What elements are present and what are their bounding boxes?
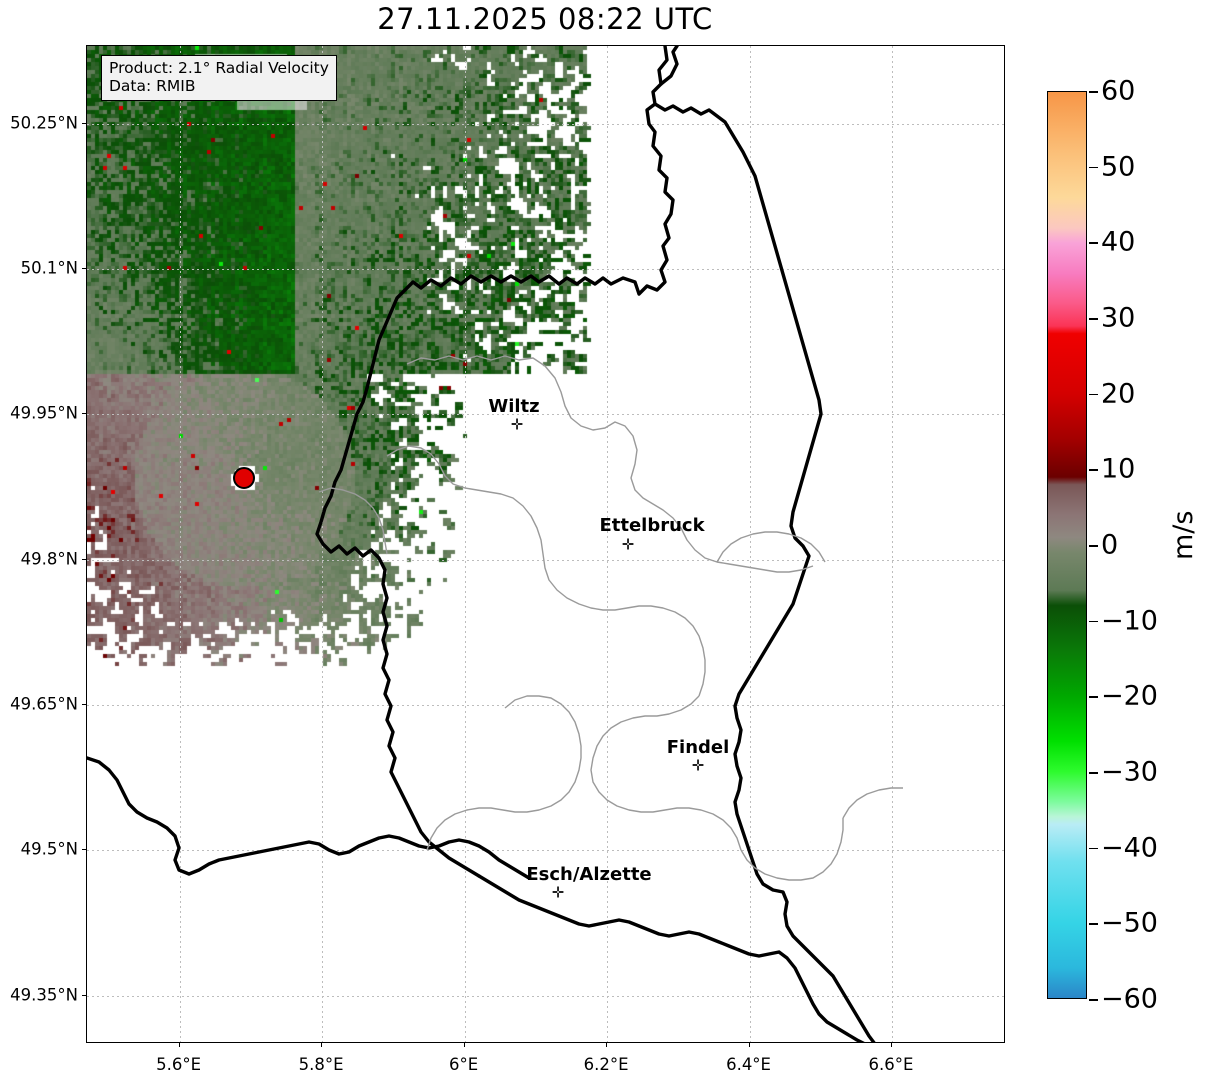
colorbar-tick-label: 60	[1101, 76, 1135, 107]
colorbar-tick	[1089, 394, 1098, 396]
y-axis-tick-label: 49.5°N	[0, 840, 78, 859]
city-marker: ✛	[552, 886, 565, 901]
radar-echo-layer	[87, 46, 1004, 1042]
colorbar-tick-label: 20	[1101, 378, 1135, 409]
colorbar-tick	[1089, 923, 1098, 925]
colorbar-unit-label: m/s	[1168, 511, 1199, 560]
gridline-vertical	[180, 46, 181, 1042]
y-axis-tick-label: 50.1°N	[0, 258, 78, 277]
x-axis-tick-label: 6.2°E	[584, 1055, 629, 1074]
page-title: 27.11.2025 08:22 UTC	[0, 2, 1090, 36]
colorbar-tick	[1089, 848, 1098, 850]
colorbar-tick	[1089, 545, 1098, 547]
colorbar-tick	[1089, 318, 1098, 320]
city-marker: ✛	[692, 759, 705, 774]
x-tick	[464, 1043, 465, 1047]
colorbar-gradient	[1048, 92, 1086, 998]
colorbar-tick-label: 50	[1101, 151, 1135, 182]
colorbar-tick-label: −10	[1101, 605, 1158, 636]
x-tick	[321, 1043, 322, 1047]
x-axis-tick-label: 6.4°E	[726, 1055, 771, 1074]
city-marker: ✛	[622, 538, 635, 553]
x-axis-tick-label: 6°E	[449, 1055, 478, 1074]
colorbar-tick	[1089, 999, 1098, 1001]
gridline-vertical	[750, 46, 751, 1042]
gridline-vertical	[607, 46, 608, 1042]
gridline-horizontal	[87, 269, 1004, 270]
colorbar-tick	[1089, 167, 1098, 169]
colorbar-tick	[1089, 469, 1098, 471]
y-axis-tick-label: 49.8°N	[0, 549, 78, 568]
city-label: Wiltz	[488, 396, 539, 417]
gridline-horizontal	[87, 124, 1004, 125]
colorbar-tick	[1089, 242, 1098, 244]
x-tick	[179, 1043, 180, 1047]
colorbar-tick-label: 0	[1101, 530, 1118, 561]
x-axis-tick-label: 5.8°E	[299, 1055, 344, 1074]
colorbar-tick-label: 30	[1101, 303, 1135, 334]
colorbar-tick-label: −20	[1101, 681, 1158, 712]
y-axis-tick-label: 50.25°N	[0, 113, 78, 132]
gridline-horizontal	[87, 560, 1004, 561]
y-axis-tick-label: 49.35°N	[0, 985, 78, 1004]
city-label: Esch/Alzette	[526, 864, 651, 885]
colorbar-tick-label: −60	[1101, 984, 1158, 1015]
y-axis-tick-label: 49.95°N	[0, 404, 78, 423]
city-label: Findel	[667, 737, 730, 758]
gridline-vertical	[892, 46, 893, 1042]
colorbar[interactable]	[1047, 91, 1087, 999]
gridline-horizontal	[87, 705, 1004, 706]
colorbar-tick	[1089, 772, 1098, 774]
colorbar-tick	[1089, 91, 1098, 93]
gridline-vertical	[465, 46, 466, 1042]
colorbar-tick	[1089, 696, 1098, 698]
radar-map-plot[interactable]: Product: 2.1° Radial Velocity Data: RMIB…	[86, 45, 1005, 1043]
colorbar-tick	[1089, 621, 1098, 623]
city-marker: ✛	[511, 418, 524, 433]
gridline-horizontal	[87, 414, 1004, 415]
product-info-box: Product: 2.1° Radial Velocity Data: RMIB	[101, 55, 337, 101]
colorbar-tick-label: −40	[1101, 832, 1158, 863]
x-tick	[891, 1043, 892, 1047]
colorbar-tick-label: −50	[1101, 908, 1158, 939]
city-label: Ettelbruck	[599, 515, 704, 536]
gridline-vertical	[322, 46, 323, 1042]
radar-site-marker[interactable]	[233, 467, 255, 489]
gridline-horizontal	[87, 850, 1004, 851]
colorbar-tick-label: −30	[1101, 757, 1158, 788]
x-axis-tick-label: 6.6°E	[869, 1055, 914, 1074]
y-axis-tick-label: 49.65°N	[0, 694, 78, 713]
x-axis-tick-label: 5.6°E	[156, 1055, 201, 1074]
info-product-line: Product: 2.1° Radial Velocity	[109, 59, 329, 77]
gridline-horizontal	[87, 996, 1004, 997]
colorbar-tick-label: 40	[1101, 227, 1135, 258]
info-data-line: Data: RMIB	[109, 77, 329, 95]
colorbar-tick-label: 10	[1101, 454, 1135, 485]
x-tick	[606, 1043, 607, 1047]
x-tick	[749, 1043, 750, 1047]
